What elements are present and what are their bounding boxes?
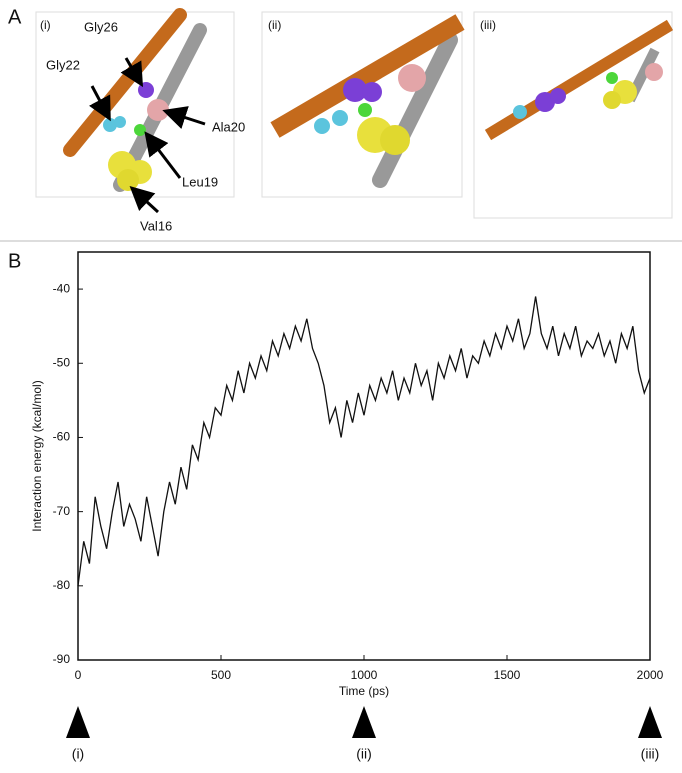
residue-label: Gly26 (84, 19, 118, 34)
x-axis-label: Time (ps) (339, 684, 389, 698)
structure-view (35, 8, 235, 214)
x-tick-label: 1000 (351, 668, 378, 682)
x-tick-label: 500 (211, 668, 231, 682)
residue-label: Leu19 (182, 174, 218, 189)
structure-view (261, 11, 465, 198)
time-marker (66, 706, 90, 738)
time-marker-label: (ii) (356, 746, 372, 762)
panel-label: B (8, 250, 21, 272)
view-label: (i) (40, 18, 51, 32)
y-tick-label: -80 (53, 578, 71, 592)
structure-view (473, 11, 674, 219)
residue-label: Ala20 (212, 119, 245, 134)
plot-frame (77, 251, 651, 661)
time-marker-label: (i) (72, 746, 84, 762)
y-tick-label: -50 (53, 355, 71, 369)
x-tick-label: 1500 (494, 668, 521, 682)
x-tick-label: 2000 (637, 668, 664, 682)
energy-line (77, 296, 651, 586)
x-tick-label: 0 (75, 668, 82, 682)
view-label: (ii) (268, 18, 281, 32)
view-label: (iii) (480, 18, 496, 32)
y-tick-label: -70 (53, 504, 71, 518)
y-tick-label: -90 (53, 652, 71, 666)
y-axis-label: Interaction energy (kcal/mol) (30, 380, 44, 531)
time-marker-label: (iii) (641, 746, 660, 762)
residue-label: Gly22 (46, 57, 80, 72)
residue-label: Val16 (140, 218, 172, 233)
y-tick-label: -60 (53, 430, 71, 444)
time-marker (638, 706, 662, 738)
time-marker (352, 706, 376, 738)
y-tick-label: -40 (53, 281, 71, 295)
panel-label: A (8, 6, 22, 28)
